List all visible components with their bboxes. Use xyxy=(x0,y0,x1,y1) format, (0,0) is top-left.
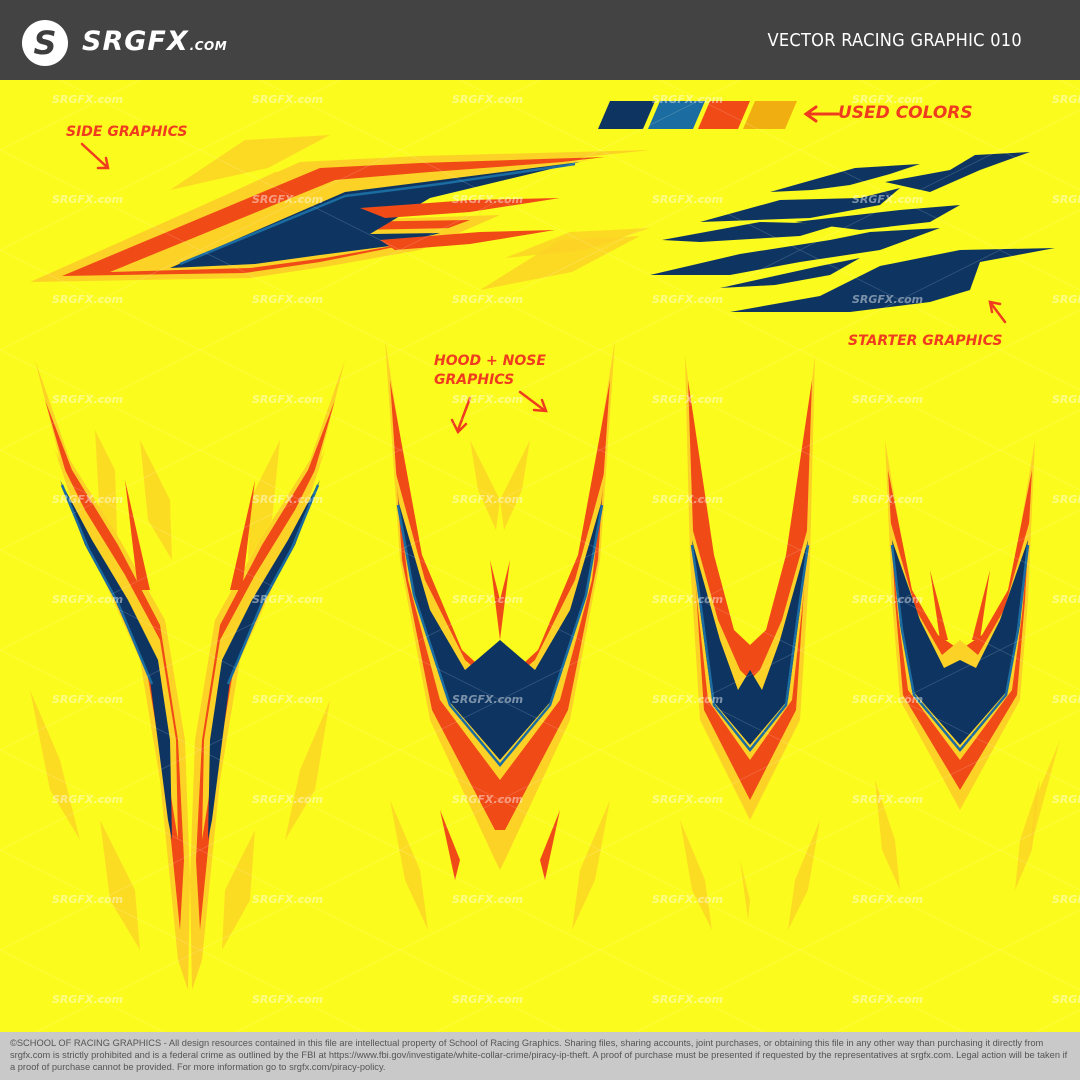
starter-graphics-label: STARTER GRAPHICS xyxy=(848,333,1003,349)
srgfx-logo-icon: S xyxy=(22,20,68,66)
page-title: VECTOR RACING GRAPHIC 010 xyxy=(767,30,1022,51)
hood-nose-label: HOOD + NOSE GRAPHICS xyxy=(434,352,546,390)
brand-logo-text: SRGFX.COM xyxy=(82,26,227,57)
srgfx-watermark-pattern xyxy=(0,80,1080,1032)
used-colors-label: USED COLORS xyxy=(838,103,973,123)
hood-nose-label-line1: HOOD + NOSE xyxy=(434,353,546,369)
side-graphics-label: SIDE GRAPHICS xyxy=(66,124,188,140)
brand-suffix: .COM xyxy=(189,39,228,53)
logo-letter: S xyxy=(33,24,57,62)
brand-name: SRGFX xyxy=(82,26,189,57)
graphics-artboard: SRGFX.com xyxy=(0,80,1080,1032)
footer-bar: ©SCHOOL OF RACING GRAPHICS - All design … xyxy=(0,1032,1080,1080)
hood-nose-label-line2: GRAPHICS xyxy=(434,372,515,388)
copyright-notice: ©SCHOOL OF RACING GRAPHICS - All design … xyxy=(10,1038,1068,1072)
header-bar: S SRGFX.COM VECTOR RACING GRAPHIC 010 xyxy=(0,0,1080,80)
